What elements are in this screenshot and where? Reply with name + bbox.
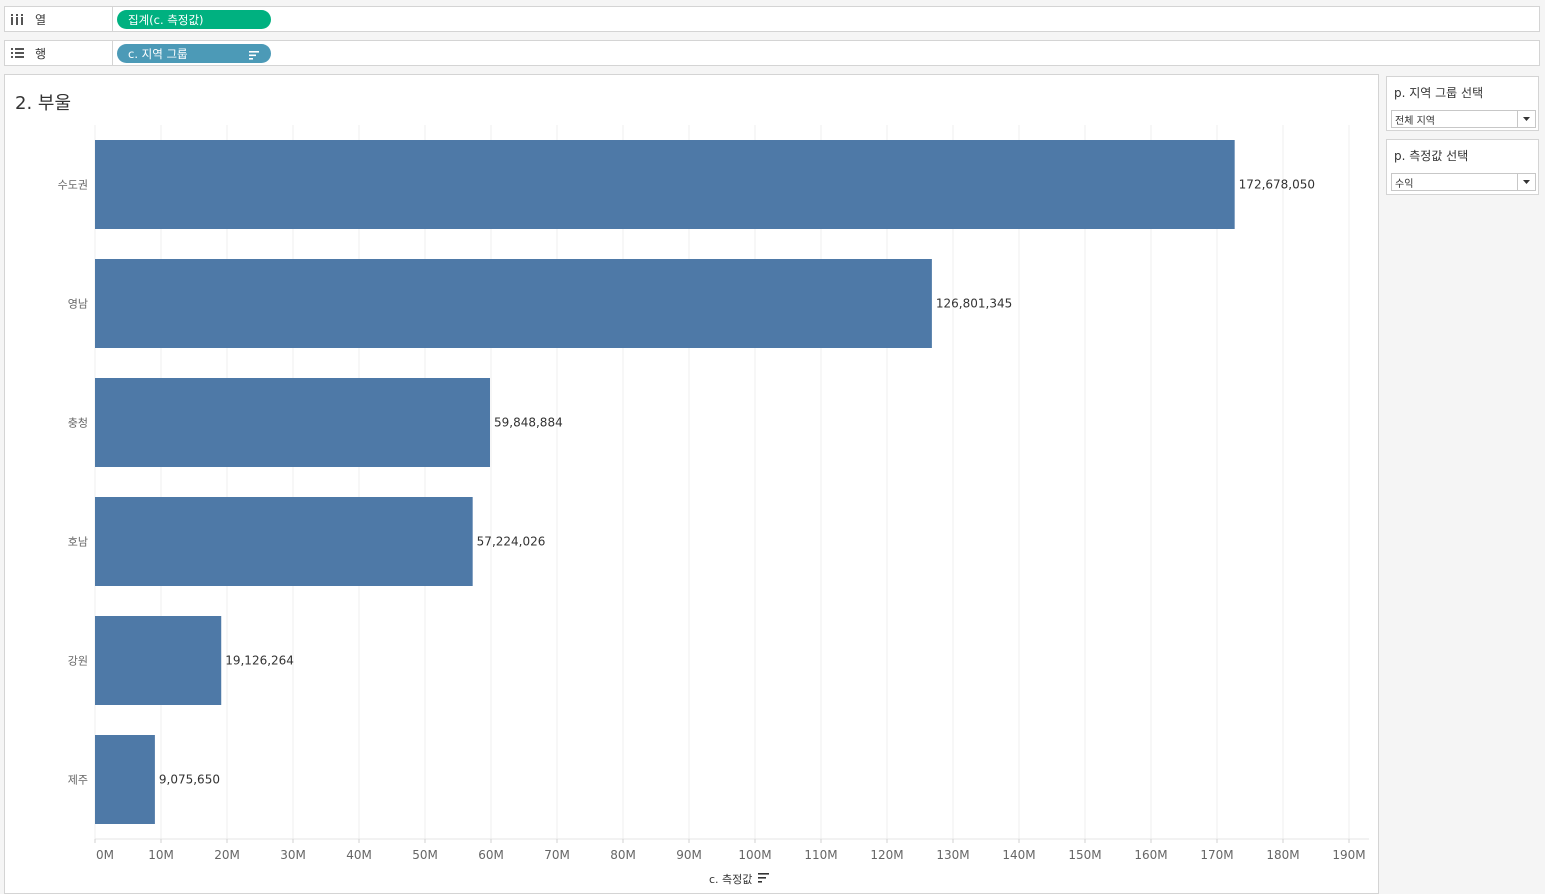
bar-value-label: 126,801,345: [936, 297, 1012, 311]
param-region-group: p. 지역 그룹 선택 전체 지역: [1386, 76, 1539, 131]
bar[interactable]: [95, 378, 491, 467]
x-tick-label: 160M: [1134, 848, 1167, 862]
param-measure-value: 수익: [1395, 178, 1414, 190]
parameters-panel: p. 지역 그룹 선택 전체 지역 p. 측정값 선택 수익: [1382, 74, 1545, 894]
x-tick-label: 40M: [346, 848, 372, 862]
x-tick-label: 20M: [214, 848, 240, 862]
param-region-group-select[interactable]: 전체 지역: [1391, 110, 1536, 128]
bar-value-label: 19,126,264: [225, 654, 294, 668]
bar[interactable]: [95, 497, 473, 586]
x-tick-label: 60M: [478, 848, 504, 862]
x-tick-label: 0M: [96, 848, 114, 862]
columns-shelf-label: 열: [5, 7, 113, 31]
param-region-group-value: 전체 지역: [1395, 115, 1435, 127]
x-axis-title-text: c. 측정값: [709, 873, 753, 886]
rows-shelf[interactable]: 행 c. 지역 그룹: [4, 40, 1540, 66]
viz-panel: 2. 부울 0M 10M 20M 30M 40M 50M 60M 70M 80M 90M 100M 1…: [4, 74, 1379, 894]
rows-pill-text: c. 지역 그룹: [128, 46, 188, 61]
param-region-group-title: p. 지역 그룹 선택: [1394, 86, 1484, 100]
x-tick-label: 140M: [1002, 848, 1035, 862]
category-label: 강원: [68, 655, 88, 668]
bar-value-label: 172,678,050: [1239, 178, 1315, 192]
dropdown-caret-icon[interactable]: [1517, 111, 1535, 127]
rows-pill[interactable]: c. 지역 그룹: [117, 44, 271, 63]
category-label: 영남: [68, 298, 88, 311]
columns-shelf-text: 열: [35, 12, 47, 27]
bar[interactable]: [95, 616, 222, 705]
x-tick-label: 150M: [1068, 848, 1101, 862]
x-axis-title: c. 측정값: [709, 871, 770, 887]
x-tick-label: 170M: [1200, 848, 1233, 862]
param-measure-title: p. 측정값 선택: [1394, 149, 1469, 163]
x-tick-label: 120M: [870, 848, 903, 862]
x-tick-label: 190M: [1332, 848, 1365, 862]
category-label: 호남: [68, 536, 88, 549]
x-tick-label: 30M: [280, 848, 306, 862]
sort-icon[interactable]: [758, 872, 770, 886]
bar[interactable]: [95, 140, 1235, 229]
x-tick-label: 70M: [544, 848, 570, 862]
columns-pill-text: 집계(c. 측정값): [128, 12, 204, 27]
bar-chart: 0M 10M 20M 30M 40M 50M 60M 70M 80M 90M 100M 110M 120…: [58, 125, 1369, 862]
x-tick-label: 10M: [148, 848, 174, 862]
bar-value-label: 59,848,884: [494, 416, 563, 430]
x-tick-label: 90M: [676, 848, 702, 862]
bar[interactable]: [95, 735, 155, 824]
x-tick-label: 180M: [1266, 848, 1299, 862]
category-label: 제주: [68, 774, 88, 787]
rows-icon: [11, 48, 25, 58]
x-tick-label: 80M: [610, 848, 636, 862]
x-tick-label: 100M: [738, 848, 771, 862]
columns-icon: [11, 13, 25, 25]
bar-value-label: 9,075,650: [159, 773, 220, 787]
x-tick-label: 110M: [804, 848, 837, 862]
columns-pill[interactable]: 집계(c. 측정값): [117, 10, 271, 29]
category-label: 수도권: [58, 179, 88, 192]
x-tick-label: 130M: [936, 848, 969, 862]
param-measure-select[interactable]: 수익: [1391, 173, 1536, 191]
dropdown-caret-icon[interactable]: [1517, 174, 1535, 190]
bar[interactable]: [95, 259, 932, 348]
viz-title: 2. 부울: [15, 93, 72, 114]
param-measure: p. 측정값 선택 수익: [1386, 139, 1539, 195]
category-label: 충청: [68, 417, 88, 430]
x-tick-label: 50M: [412, 848, 438, 862]
rows-shelf-text: 행: [35, 46, 47, 61]
bar-value-label: 57,224,026: [477, 535, 546, 549]
rows-shelf-label: 행: [5, 41, 113, 65]
sort-descending-icon[interactable]: [249, 49, 259, 63]
columns-shelf[interactable]: 열 집계(c. 측정값): [4, 6, 1540, 32]
